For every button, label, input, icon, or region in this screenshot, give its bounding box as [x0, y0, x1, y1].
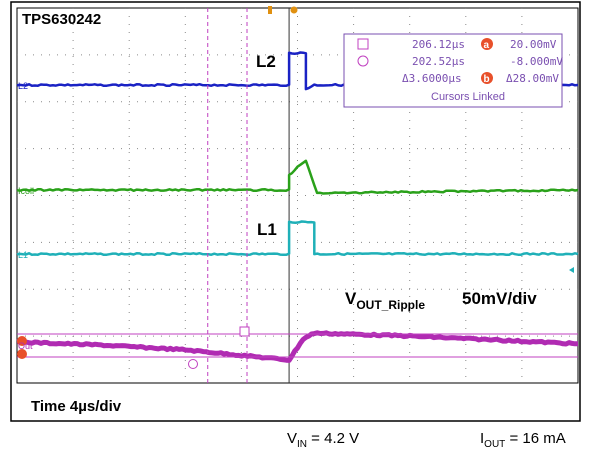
trigger-marker-icon [290, 6, 298, 14]
value-cursor-a-badge-icon [17, 336, 27, 346]
cursor-a-time: 206.12µs [412, 38, 465, 51]
vin-sub: IN [297, 439, 307, 450]
vin-condition: VIN = 4.2 V [287, 430, 359, 450]
channel-marker-l1: L1 [18, 250, 28, 260]
cursors-linked-label: Cursors Linked [431, 91, 505, 103]
value-cursor-b-badge-icon [17, 349, 27, 359]
cursor-badge-b-icon [481, 72, 493, 84]
offscreen-arrow-icon [569, 267, 574, 273]
annotation-scale: 50mV/div [462, 289, 537, 308]
chart-title: TPS630242 [22, 11, 101, 28]
annotation-l1: L1 [257, 220, 277, 239]
channel-marker-icoil: Icoil [18, 186, 34, 196]
time-scale-label: Time 4µs/div [31, 398, 122, 415]
annotation-vout-sub: OUT_Ripple [356, 298, 425, 312]
time-cursors [17, 6, 578, 383]
cursor-delta-value: Δ28.00mV [506, 72, 559, 85]
cursor-readout-box: 206.12µs a 20.00mV 202.52µs -8.000mV Δ3.… [343, 33, 563, 108]
cursor-square-handle-icon [239, 326, 250, 337]
trigger-position-icon [268, 6, 272, 14]
graticule [17, 8, 578, 383]
trace-vout-ripple [16, 330, 578, 363]
channel-markers: L2 Icoil L1 Out [18, 81, 34, 351]
iout-sub: OUT [484, 439, 505, 450]
cursor-b-marker-icon [357, 55, 369, 67]
cursor-badge-a-letter: a [484, 40, 490, 51]
vin-rest: = 4.2 V [307, 430, 359, 447]
cursor-b-value: -8.000mV [510, 55, 563, 68]
channel-marker-l2: L2 [18, 81, 28, 91]
cursor-badge-b-letter: b [484, 74, 490, 85]
iout-condition: IOUT = 16 mA [480, 430, 566, 450]
annotation-vout-ripple: VOUT_Ripple [345, 289, 425, 312]
trace-l1 [16, 220, 579, 257]
cursor-badge-a-icon [481, 38, 493, 50]
cursor-circle-handle-icon [188, 359, 198, 369]
cursor-a-value: 20.00mV [510, 38, 557, 51]
iout-rest: = 16 mA [505, 430, 565, 447]
cursor-delta-time: Δ3.6000µs [402, 72, 462, 85]
cursor-b-time: 202.52µs [412, 55, 465, 68]
trace-icoil [16, 159, 579, 195]
cursor-a-marker-icon [357, 38, 369, 50]
channel-marker-vout-ripple: Out [18, 341, 33, 351]
annotation-l2: L2 [256, 52, 276, 71]
